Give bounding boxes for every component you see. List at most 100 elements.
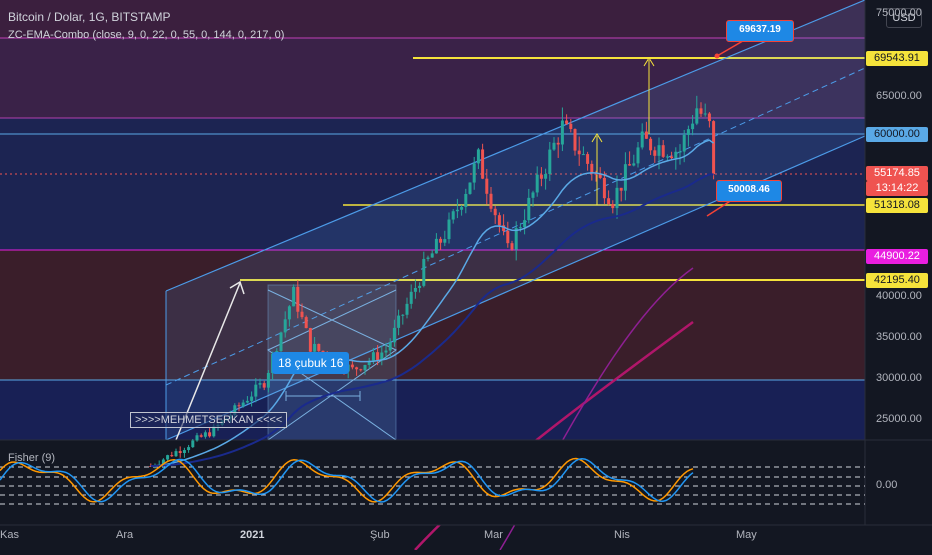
candle (657, 145, 661, 156)
x-tick-may: May (736, 529, 757, 541)
candle (623, 164, 627, 191)
candle (523, 220, 527, 228)
candle (409, 291, 413, 304)
fisher-line (0, 457, 694, 503)
candle (182, 450, 186, 453)
currency-button[interactable]: USD (886, 8, 922, 28)
candle (539, 174, 543, 179)
indicator-legend[interactable]: ZC-EMA-Combo (close, 9, 0, 22, 0, 55, 0,… (8, 29, 285, 41)
candle (674, 151, 678, 159)
candle (187, 447, 191, 451)
price-axis[interactable] (865, 0, 932, 440)
x-tick-ara: Ara (116, 529, 134, 541)
candle (199, 435, 203, 437)
pattern-wedge-right (267, 289, 397, 441)
candle (384, 350, 388, 353)
candle (644, 131, 648, 139)
candle (502, 225, 506, 231)
candle (367, 360, 371, 366)
candle (149, 466, 153, 467)
y-tick-25000: 25000.00 (876, 413, 922, 425)
candle (397, 315, 401, 328)
candle (178, 451, 182, 453)
candle (258, 383, 262, 385)
candle (426, 257, 430, 259)
candle (392, 327, 396, 343)
candle (233, 405, 237, 415)
candle (695, 108, 699, 124)
candle (476, 149, 480, 164)
oscillator-legend[interactable]: Fisher (9) (8, 452, 56, 464)
zone-bottom (0, 380, 865, 440)
candle (161, 459, 165, 465)
candle (493, 208, 497, 216)
candle (619, 187, 623, 191)
channel-upper (165, 0, 866, 292)
candle (451, 211, 455, 220)
candle (430, 253, 434, 258)
oscillator-pane (0, 440, 932, 525)
fisher-axis-zero: 0.00 (876, 479, 898, 491)
candle (418, 285, 422, 289)
candle (191, 440, 195, 448)
candle (577, 150, 581, 155)
ema-55-line (150, 173, 714, 467)
candle (611, 204, 615, 209)
candle (237, 405, 241, 407)
target-arrow-secondary-head (591, 133, 603, 143)
candle (640, 131, 644, 148)
candle (363, 365, 367, 371)
candle (422, 258, 426, 286)
candle (292, 286, 296, 307)
candle (565, 120, 569, 124)
x-tick-nis: Nis (614, 529, 630, 541)
current-callout[interactable]: 50008.46 (716, 180, 782, 202)
candle (686, 129, 690, 135)
candle (552, 142, 556, 150)
candle (174, 451, 178, 457)
candle (359, 369, 363, 371)
y-tick-35000: 35000.00 (876, 331, 922, 343)
candle (254, 384, 258, 397)
candle (447, 219, 451, 240)
channel-mid (165, 67, 866, 386)
price-tag-51318: 51318.08 (866, 198, 928, 213)
price-tag-last: 55174.85 (866, 166, 928, 181)
candle (380, 352, 384, 360)
chart-title: Bitcoin / Dolar, 1G, BITSTAMP (8, 10, 171, 24)
candle (649, 138, 653, 151)
candle (510, 243, 514, 250)
candle (682, 134, 686, 152)
ema-22-line (150, 139, 715, 467)
trend-arrow-head (229, 280, 245, 295)
candle (665, 156, 669, 158)
candle (590, 163, 594, 174)
candle (203, 432, 207, 437)
countdown-tag: 13:14:22 (866, 181, 928, 196)
candle (376, 352, 380, 360)
candle (586, 154, 590, 164)
candle (241, 402, 245, 407)
price-tag-60000: 60000.00 (866, 127, 928, 142)
candle (531, 192, 535, 198)
target-callout[interactable]: 69637.19 (726, 20, 794, 42)
candle (699, 108, 703, 114)
candle (460, 207, 464, 210)
candle (464, 193, 468, 208)
price-tag-44900: 44900.22 (866, 249, 928, 264)
candle (628, 164, 632, 166)
candle (527, 197, 531, 221)
candle (166, 455, 170, 460)
fisher-group (0, 457, 694, 503)
candle (607, 198, 611, 205)
candle (262, 383, 266, 388)
candle (195, 435, 199, 441)
candle (615, 187, 619, 209)
bars-range-label[interactable]: 18 çubuk 16 (272, 352, 350, 374)
candle (296, 286, 300, 312)
candle (355, 367, 359, 370)
candle (670, 156, 674, 159)
candle (283, 319, 287, 333)
